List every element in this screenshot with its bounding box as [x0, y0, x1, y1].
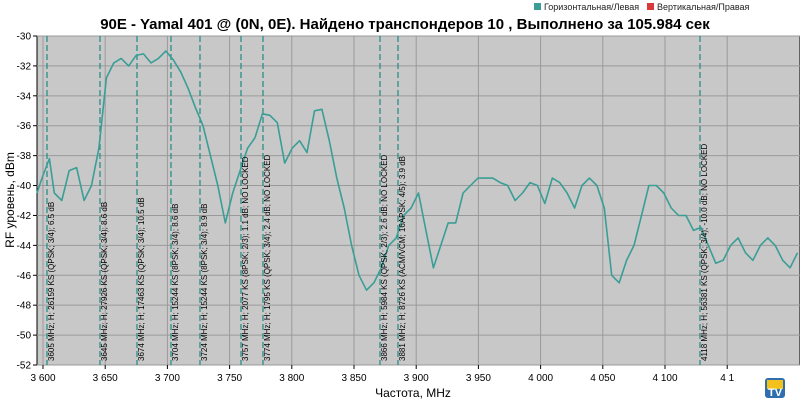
y-tick-label: -40 [17, 181, 32, 192]
y-axis-ticks: -30 -32 -34 -36 -38 -40 -42 -44 -46 -48 -50 -52 [17, 32, 37, 372]
gridlines [37, 35, 800, 366]
y-tick-label: -32 [17, 61, 32, 72]
x-tick-label: 3 950 [466, 373, 491, 384]
x-axis-label: Частота, MHz [375, 386, 451, 400]
y-tick-label: -52 [17, 361, 32, 372]
legend-swatch [647, 3, 654, 10]
x-tick-label: 3 800 [279, 373, 304, 384]
transponder-label: 3605 MHz; H; 26159 KS (QPSK; 3/4); 6.5 d… [47, 202, 56, 361]
transponder-label: 3724 MHz; H; 15244 KS (8PSK; 3/4); 8.9 d… [200, 204, 209, 361]
series-layer [36, 50, 799, 292]
transponder-label: 3881 MHz; H; 8726 KS (ACM/VCM; 16APSK; 4… [398, 156, 407, 361]
y-tick-label: -34 [17, 91, 32, 102]
x-tick-label: 4 050 [590, 373, 615, 384]
y-tick-label: -36 [17, 121, 32, 132]
y-tick-label: -42 [17, 211, 32, 222]
plot-area [36, 35, 800, 366]
x-tick-label: 3 600 [30, 373, 55, 384]
x-tick-label: 3 700 [155, 373, 180, 384]
x-tick-label: 4 1 [720, 373, 734, 384]
legend: Горизонтальная/Левая Вертикальная/Правая [534, 2, 750, 12]
x-tick-label: 3 900 [404, 373, 429, 384]
svg-text:TV: TV [768, 387, 783, 399]
chart-title: 90E - Yamal 401 @ (0N, 0E). Найдено тран… [100, 16, 710, 33]
legend-label: Вертикальная/Правая [657, 2, 750, 12]
transponder-label: 3757 MHz; H; 2077 KS (8PSK; 2/3); 1.1 dB… [241, 156, 250, 361]
transponder-label: 3704 MHz; H; 15244 KS (8PSK; 3/4); 8.6 d… [171, 204, 180, 361]
x-tick-label: 3 850 [341, 373, 366, 384]
transponder-annotations: 3605 MHz; H; 26159 KS (QPSK; 3/4); 6.5 d… [47, 144, 709, 362]
x-tick-label: 3 650 [93, 373, 118, 384]
x-tick-label: 3 750 [217, 373, 242, 384]
transponder-label: 3774 MHz; H; 1795 KS (QPSK; 3/4); 2.4 dB… [263, 154, 272, 361]
y-tick-label: -30 [17, 32, 32, 43]
y-tick-label: -38 [17, 151, 32, 162]
transponder-markers [46, 36, 701, 365]
tv-logo: TV [765, 378, 785, 399]
transponder-label: 3866 MHz; H; 5984 KS (QPSK; 2/3); 2.6 dB… [380, 154, 389, 361]
y-tick-label: -48 [17, 301, 32, 312]
transponder-label: 3674 MHz; H; 17463 KS (QPSK; 3/4); 10.5 … [137, 197, 146, 361]
legend-swatch [534, 3, 541, 10]
transponder-label: 3645 MHz; H; 27926 KS (QPSK; 3/4); 8.6 d… [100, 202, 109, 361]
y-axis-label: RF уровень, dBm [3, 152, 17, 248]
x-axis-ticks: 3 600 3 650 3 700 3 750 3 800 3 850 3 900 3 950… [30, 365, 735, 384]
y-tick-label: -44 [17, 241, 32, 252]
x-tick-label: 4 100 [652, 373, 677, 384]
y-tick-label: -50 [17, 331, 32, 342]
legend-label: Горизонтальная/Левая [544, 2, 639, 12]
series-line [36, 50, 799, 292]
x-tick-label: 4 000 [528, 373, 553, 384]
y-tick-label: -46 [17, 271, 32, 282]
transponder-label: 4118 MHz; H; 56381 KS (QPSK; 3/4); -10.0… [700, 144, 709, 362]
